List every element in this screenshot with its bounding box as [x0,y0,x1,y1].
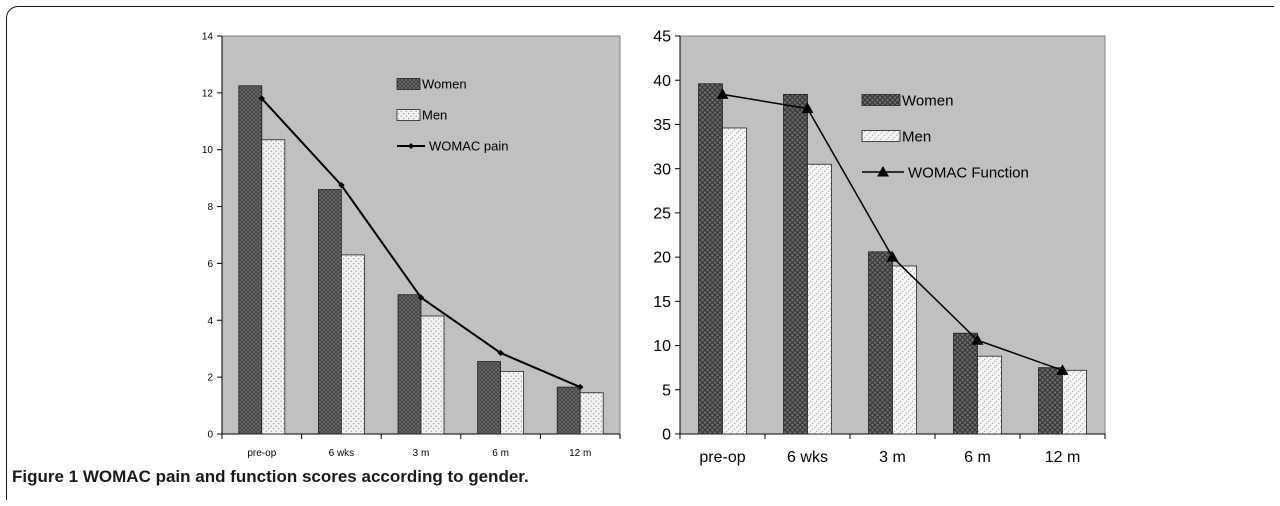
legend-label: WOMAC Function [908,164,1029,181]
line-point [801,102,814,114]
legend-label: Men [902,128,931,145]
pain-chart: 0 2 4 6 8 10 12 14 pre-op 6 wks 3 m 6 m 12 m Women Men… [202,32,621,459]
bar-men [1062,369,1087,435]
y-tick-label: 25 [653,205,671,222]
bar-women [1038,367,1063,435]
figure-caption: Figure 1 WOMAC pain and function scores … [12,467,529,487]
y-tick-label: 14 [202,32,214,43]
bar-men [722,127,747,435]
y-tick-label: 10 [202,145,214,156]
bar-women [317,189,342,435]
y-tick-label: 12 [202,88,214,99]
x-tick-label: 12 m [569,448,591,459]
line-point [1056,364,1069,375]
bar-women [783,93,808,435]
bar-women [238,85,263,435]
bar-men [579,392,604,435]
x-tick-label: 12 m [1045,449,1081,466]
y-tick-label: 20 [653,250,671,267]
line-point [577,383,584,391]
x-tick-label: 3 m [879,449,906,466]
legend-swatch [861,130,901,142]
bar-men [807,163,832,435]
line-point [886,251,899,262]
y-tick-label: 15 [653,294,671,311]
y-tick-label: 2 [207,373,213,384]
bar-men [420,315,445,435]
line-point [338,182,345,189]
figure-frame [6,6,1274,500]
y-tick-label: 10 [653,338,671,355]
y-tick-label: 6 [207,259,213,270]
legend-marker [408,143,414,149]
legend-label: WOMAC pain [429,139,508,154]
line-point [497,349,504,357]
bar-women [556,386,581,435]
x-tick-label: 6 m [964,449,991,466]
x-tick-label: 6 wks [787,449,828,466]
y-tick-label: 40 [653,73,671,90]
bar-men [892,265,917,435]
legend-swatch [396,109,421,121]
y-tick-label: 8 [207,202,213,213]
line-point [971,334,984,345]
y-tick-label: 0 [207,430,213,441]
y-tick-label: 0 [662,427,671,444]
legend-label: Men [422,108,447,123]
caption-label: Figure 1 [12,467,79,486]
legend-swatch [861,94,901,106]
bar-men [340,254,365,435]
bar-men [977,355,1002,435]
x-tick-label: 6 m [492,448,509,459]
legend-swatch [396,78,421,90]
function-chart: 0 5 10 15 20 25 30 35 40 45 pre-op 6 wks 3 m 6 m 12 m W… [653,29,1106,466]
line-point [716,88,729,99]
line-point [258,95,265,102]
line-point [417,294,425,301]
bar-women [868,251,893,435]
x-tick-label: pre-op [699,449,745,466]
bar-women [953,332,978,435]
bar-men [500,371,525,435]
bar-women [698,83,723,435]
caption-text: WOMAC pain and function scores according… [82,467,529,486]
y-tick-label: 35 [653,117,671,134]
y-tick-label: 30 [653,161,671,178]
x-tick-label: pre-op [247,448,276,459]
legend-marker [877,166,889,177]
legend-label: Women [902,92,953,109]
bar-women [477,361,502,435]
bar-women [397,294,422,435]
y-tick-label: 4 [207,316,213,327]
legend-label: Women [422,77,467,92]
x-tick-label: 3 m [413,448,430,459]
y-tick-label: 45 [653,29,671,46]
x-tick-label: 6 wks [329,448,355,459]
bar-men [261,139,286,435]
y-tick-label: 5 [662,382,671,399]
